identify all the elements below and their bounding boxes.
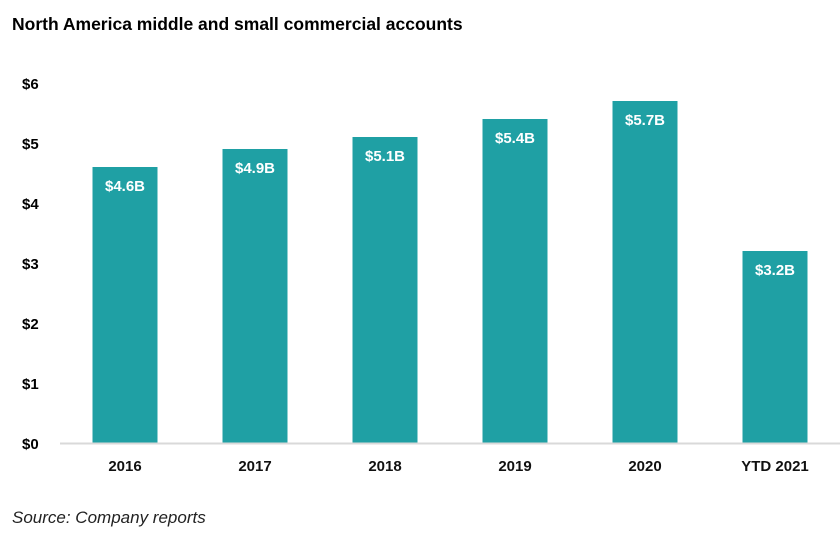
bar bbox=[482, 119, 548, 443]
x-tick-label: 2020 bbox=[628, 458, 661, 475]
data-label: $4.6B bbox=[105, 178, 145, 195]
bar bbox=[352, 137, 418, 443]
y-tick-label: $0 bbox=[22, 436, 39, 453]
data-label: $4.9B bbox=[235, 160, 275, 177]
bar bbox=[92, 167, 158, 443]
x-tick-label: 2017 bbox=[238, 458, 271, 475]
x-tick-label: 2019 bbox=[498, 458, 531, 475]
bar-chart: $0 $1 $2 $3 $4 $5 $6 $4.6B $4.9B $5.1B $5.4B $5.7B… bbox=[22, 76, 840, 475]
bar bbox=[612, 101, 678, 443]
x-axis-ticks: 2016 2017 2018 2019 2020 YTD 2021 bbox=[108, 458, 808, 475]
x-tick-label: 2018 bbox=[368, 458, 401, 475]
y-tick-label: $3 bbox=[22, 256, 39, 273]
y-tick-label: $4 bbox=[22, 196, 39, 213]
data-label: $3.2B bbox=[755, 262, 795, 279]
chart-title: North America middle and small commercia… bbox=[12, 14, 463, 34]
bar bbox=[222, 149, 288, 443]
data-label: $5.4B bbox=[495, 130, 535, 147]
y-tick-label: $6 bbox=[22, 76, 39, 93]
bars: $4.6B $4.9B $5.1B $5.4B $5.7B $3.2B bbox=[92, 101, 808, 443]
y-tick-label: $5 bbox=[22, 136, 39, 153]
data-label: $5.1B bbox=[365, 148, 405, 165]
x-tick-label: YTD 2021 bbox=[741, 458, 809, 475]
source-note: Source: Company reports bbox=[12, 508, 206, 527]
y-axis-ticks: $0 $1 $2 $3 $4 $5 $6 bbox=[22, 76, 39, 453]
bar bbox=[742, 251, 808, 443]
y-tick-label: $2 bbox=[22, 316, 39, 333]
y-tick-label: $1 bbox=[22, 376, 39, 393]
data-label: $5.7B bbox=[625, 112, 665, 129]
x-tick-label: 2016 bbox=[108, 458, 141, 475]
